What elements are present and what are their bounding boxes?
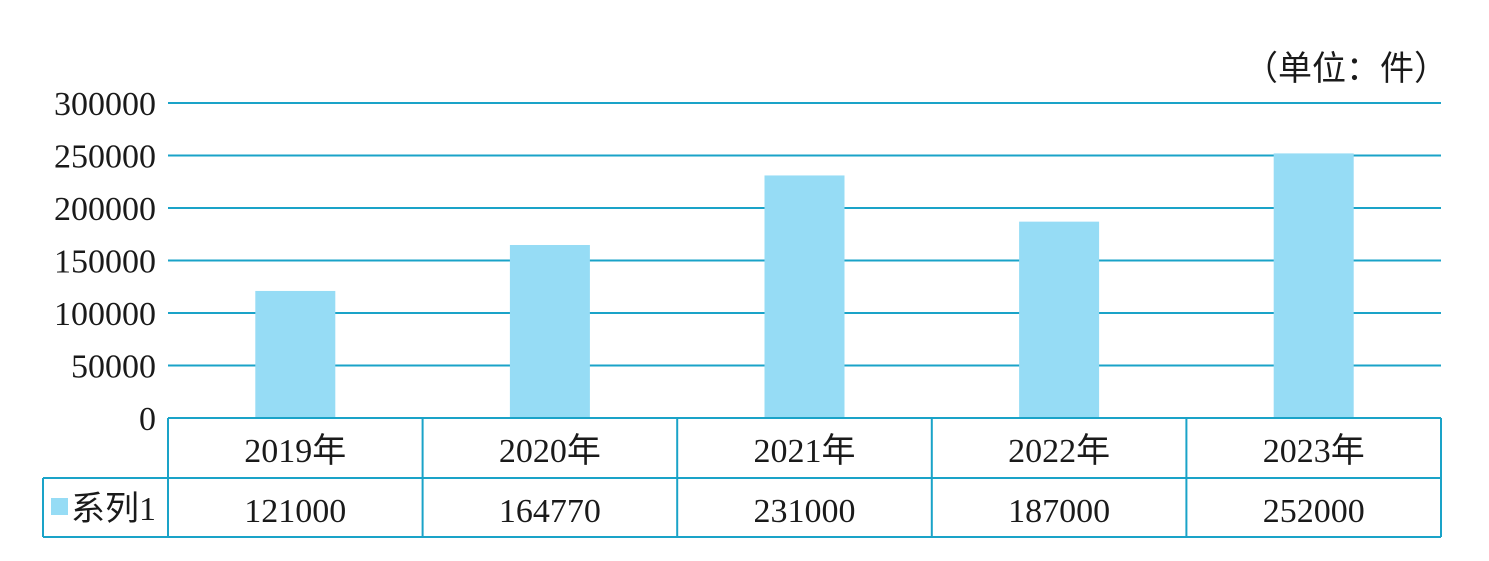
x-category-label: 2020年	[499, 432, 601, 470]
bar	[764, 175, 845, 418]
unit-label: （单位：件）	[1244, 50, 1448, 88]
bar	[509, 244, 590, 418]
x-category-label: 2022年	[1008, 432, 1110, 470]
y-tick-label: 300000	[54, 86, 156, 123]
y-tick-label: 50000	[71, 349, 156, 386]
data-table-value: 121000	[244, 493, 346, 530]
data-table-value: 231000	[754, 493, 856, 530]
y-tick-label: 250000	[54, 139, 156, 176]
y-tick-label: 100000	[54, 296, 156, 333]
bar	[1273, 153, 1354, 418]
legend-swatch	[51, 498, 68, 515]
legend-series-name: 系列1	[71, 491, 156, 528]
y-tick-label: 200000	[54, 191, 156, 228]
x-category-label: 2023年	[1263, 432, 1365, 470]
x-category-label: 2019年	[244, 432, 346, 470]
data-table-value: 252000	[1263, 493, 1365, 530]
y-tick-label: 0	[139, 401, 156, 438]
bar	[255, 290, 336, 418]
data-table-value: 164770	[499, 493, 601, 530]
bars	[255, 153, 1354, 418]
y-axis-ticks: 0 50000 100000 150000 200000 250000 300000	[54, 86, 156, 438]
bar	[1019, 221, 1100, 418]
x-category-label: 2021年	[754, 432, 856, 470]
y-tick-label: 150000	[54, 244, 156, 281]
data-table-value: 187000	[1008, 493, 1110, 530]
